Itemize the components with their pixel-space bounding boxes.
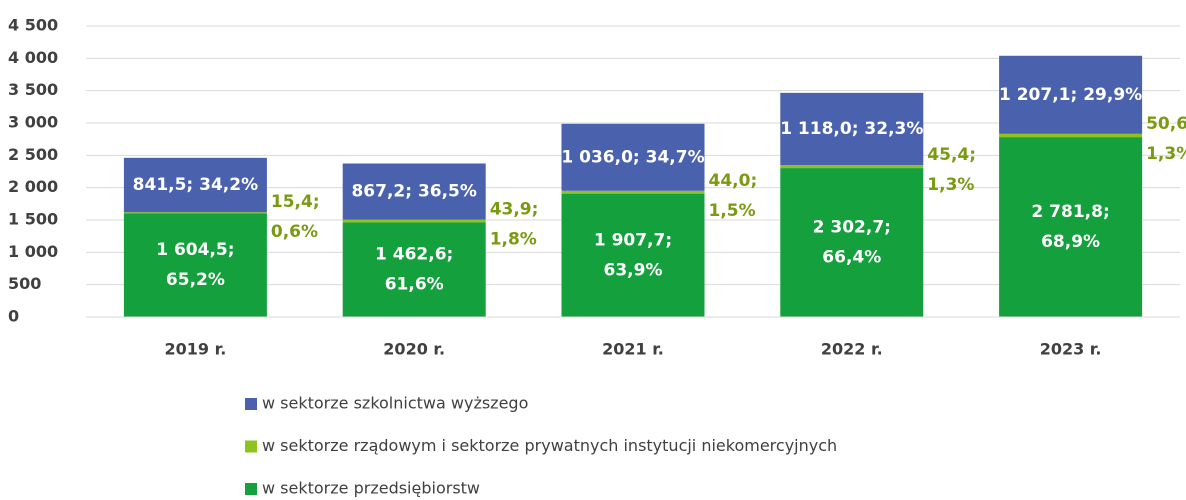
value-label: 1 907,7; (594, 230, 672, 250)
bar-segment (342, 222, 486, 317)
bar-segment (780, 92, 924, 166)
value-label: 1,3% (1146, 144, 1186, 164)
bar-segment (342, 163, 486, 220)
value-label: 44,0; (709, 171, 758, 191)
x-tick-label: 2022 r. (821, 340, 883, 359)
bar-segment (561, 123, 705, 191)
y-tick-label: 4 500 (8, 16, 58, 35)
value-label: 1,5% (709, 201, 756, 221)
x-tick-label: 2021 r. (602, 340, 664, 359)
value-label: 841,5; 34,2% (133, 175, 258, 195)
legend-label: w sektorze szkolnictwa wyższego (262, 394, 528, 413)
value-label: 2 781,8; (1031, 202, 1109, 222)
value-label: 2 302,7; (813, 218, 891, 238)
x-tick-label: 2019 r. (165, 340, 227, 359)
value-label: 65,2% (166, 270, 225, 290)
bar-segment (780, 168, 924, 317)
value-label: 66,4% (822, 248, 881, 268)
value-label: 1 207,1; 29,9% (999, 85, 1142, 105)
y-tick-label: 3 000 (8, 113, 58, 132)
bar-segment (342, 219, 486, 223)
value-label: 1 604,5; (156, 240, 234, 260)
y-tick-label: 2 000 (8, 177, 58, 196)
bar-segment (999, 55, 1143, 134)
value-label: 50,6; (1146, 114, 1186, 134)
legend-label: w sektorze rządowym i sektorze prywatnyc… (262, 436, 837, 455)
value-label: 68,9% (1041, 232, 1100, 252)
y-tick-label: 2 500 (8, 145, 58, 164)
value-label: 43,9; (490, 200, 539, 220)
value-label: 63,9% (604, 260, 663, 280)
value-label: 1 118,0; 32,3% (780, 119, 923, 139)
legend-label: w sektorze przedsiębiorstw (262, 479, 480, 498)
value-label: 0,6% (271, 222, 318, 242)
bar-segment (999, 133, 1143, 138)
value-label: 867,2; 36,5% (351, 182, 476, 202)
bar-segment (123, 212, 267, 214)
x-tick-label: 2020 r. (383, 340, 445, 359)
value-label: 1,8% (490, 230, 537, 250)
y-tick-label: 1 000 (8, 242, 58, 261)
value-label: 15,4; (271, 192, 320, 212)
bar-segment (561, 193, 705, 317)
value-label: 61,6% (385, 275, 444, 295)
legend-swatch (245, 440, 257, 453)
bar-segment (999, 137, 1143, 317)
legend-swatch (245, 483, 257, 495)
y-tick-label: 3 500 (8, 80, 58, 99)
value-label: 1,3% (927, 175, 974, 195)
value-label: 1 462,6; (375, 245, 453, 265)
value-label: 1 036,0; 34,7% (561, 147, 704, 167)
bar-segment (780, 165, 924, 169)
bar-segment (123, 213, 267, 317)
y-tick-label: 4 000 (8, 48, 58, 67)
y-tick-label: 500 (8, 274, 41, 293)
y-tick-label: 0 (8, 307, 19, 326)
y-tick-label: 1 500 (8, 210, 58, 229)
x-tick-label: 2023 r. (1040, 340, 1102, 359)
bar-segment (561, 190, 705, 194)
bar-segment (123, 157, 267, 213)
legend-swatch (245, 398, 257, 410)
value-label: 45,4; (927, 145, 976, 165)
